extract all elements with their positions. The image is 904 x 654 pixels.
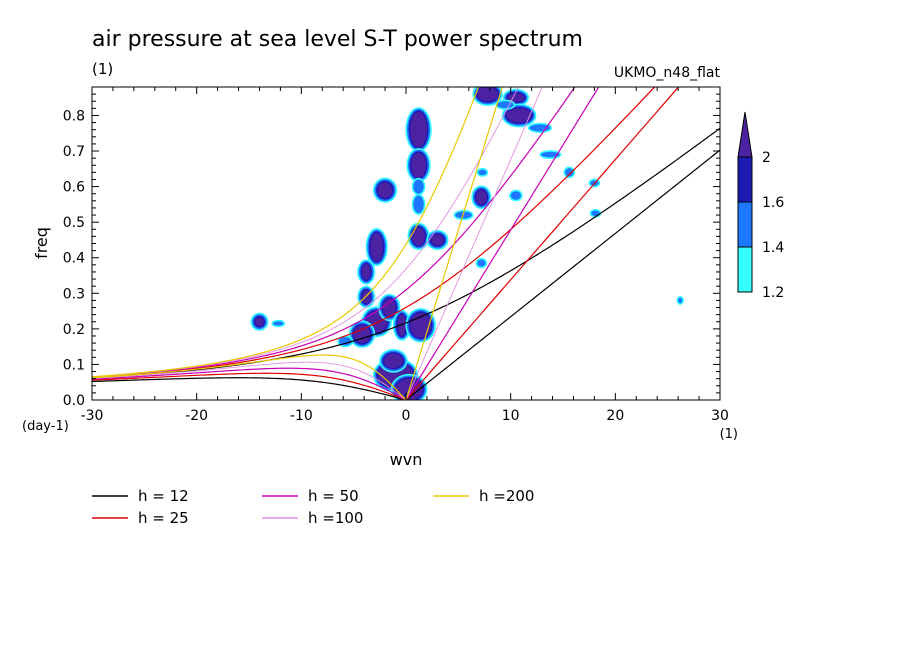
x-tick-label: 20: [606, 408, 624, 424]
y-tick-label: 0.0: [63, 393, 85, 409]
power-contour: [476, 190, 487, 205]
power-contour: [353, 325, 371, 344]
power-contour: [255, 317, 264, 327]
rossby-curve: [92, 377, 407, 400]
legend-entry-label: h = 50: [308, 487, 359, 505]
y-tick-label: 0.7: [63, 144, 85, 160]
mrg-curve: [92, 87, 480, 378]
chart-title: air pressure at sea level S-T power spec…: [92, 27, 583, 52]
rossby-curve: [92, 367, 407, 400]
x-axis-label: wvn: [390, 450, 423, 469]
power-contour: [362, 264, 371, 280]
x-tick-label: 0: [402, 408, 411, 424]
power-contour: [478, 169, 487, 176]
y-tick-label: 0.1: [63, 357, 85, 373]
legend-entry-label: h =100: [308, 509, 363, 527]
colorbar-swatch-1-2: [737, 246, 753, 293]
power-contour: [339, 337, 352, 346]
power-contour: [477, 259, 486, 267]
legend: h = 12 h = 25 h = 50 h =100 h =200: [92, 487, 534, 527]
legend-entry-label: h =200: [479, 487, 534, 505]
y-tick-label: 0.3: [63, 286, 85, 302]
rossby-curve: [92, 354, 407, 400]
y-tick-label: 0.5: [63, 215, 85, 231]
mrg-curve: [92, 87, 519, 378]
legend-entry-label: h = 12: [138, 487, 189, 505]
colorbar-swatch-1-6: [737, 156, 753, 203]
kelvin-curve: [405, 87, 503, 400]
power-contour: [541, 151, 560, 158]
power-contour: [510, 191, 522, 200]
power-contour: [506, 108, 532, 123]
axis-ticks: -30 -20 -10 0 10 20 30 0.0 0.1 0.2 0.3 0.4 0.5 0.6 0.7…: [63, 87, 729, 424]
colorbar-level-label: 2: [762, 150, 771, 166]
power-contour: [384, 353, 403, 368]
rossby-curve: [92, 372, 407, 400]
x-axis-unit: (1): [720, 427, 738, 442]
mrg-curve: [92, 87, 576, 378]
dispersion-curves: [92, 87, 720, 400]
power-contour: [382, 298, 396, 317]
colorbar-swatch-1-4: [737, 201, 753, 248]
power-contour: [273, 321, 284, 326]
x-tick-label: 10: [502, 408, 520, 424]
power-contour: [497, 101, 514, 109]
spectrum-contours: [250, 87, 684, 400]
x-tick-label: 30: [711, 408, 729, 424]
power-contour: [455, 211, 472, 219]
source-label: UKMO_n48_flat: [614, 65, 721, 81]
x-tick-label: -20: [185, 408, 208, 424]
legend-entry-label: h = 25: [138, 509, 189, 527]
y-tick-label: 0.4: [63, 251, 85, 267]
power-contour: [678, 297, 683, 304]
colorbar-level-label: 1.6: [762, 195, 784, 211]
colorbar-extend-triangle: [737, 111, 753, 158]
power-contour: [410, 111, 427, 148]
y-axis-unit: (day-1): [22, 419, 69, 434]
power-contour: [412, 227, 425, 246]
power-contour: [431, 234, 444, 246]
kelvin-curve: [405, 149, 720, 400]
y-axis-label: freq: [32, 227, 51, 259]
power-contour: [397, 314, 406, 336]
y-tick-label: 0.2: [63, 322, 85, 338]
power-contour: [565, 168, 574, 177]
kelvin-curve: [405, 87, 600, 400]
power-contour: [413, 179, 424, 194]
power-contour: [370, 232, 383, 262]
mrg-curve: [92, 127, 720, 379]
y-tick-label: 0.8: [63, 108, 85, 124]
power-contour: [377, 182, 393, 198]
colorbar-level-label: 1.2: [762, 285, 784, 301]
y-tick-label: 0.6: [63, 180, 85, 196]
power-contour: [411, 152, 426, 178]
colorbar: 1.2 1.4 1.6 2: [737, 111, 784, 301]
chart-subtitle: (1): [92, 60, 113, 78]
x-tick-label: -10: [290, 408, 313, 424]
kelvin-curve: [405, 87, 680, 400]
mrg-curve: [92, 87, 656, 379]
kelvin-curve: [405, 87, 543, 400]
rossby-curve: [92, 361, 407, 400]
power-contour: [413, 195, 424, 214]
power-contour: [477, 87, 499, 102]
x-tick-label: -30: [81, 408, 104, 424]
colorbar-level-label: 1.4: [762, 240, 784, 256]
